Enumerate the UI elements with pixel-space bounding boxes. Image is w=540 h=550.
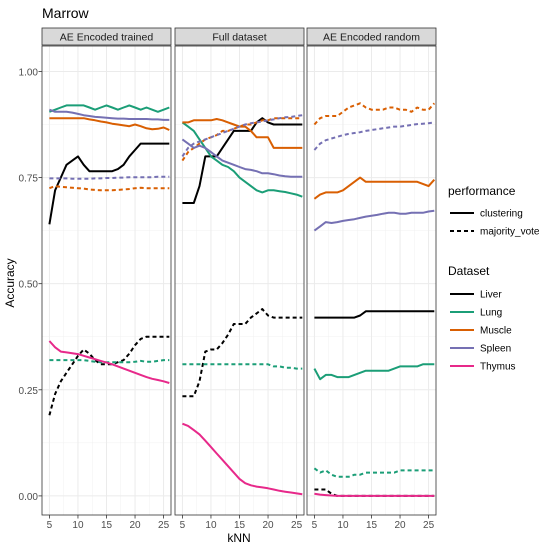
y-axis-label: Accuracy xyxy=(3,258,17,307)
x-tick-label: 15 xyxy=(366,520,378,531)
facet-panel: AE Encoded random 5 10 15 20 25 xyxy=(306,27,437,531)
facet-strip-label: AE Encoded random xyxy=(323,32,420,44)
x-tick-label: 25 xyxy=(158,520,170,531)
series-line-lung-clustering xyxy=(181,121,303,198)
x-tick-label: 20 xyxy=(394,520,406,531)
series-line-liver-majority-vote xyxy=(182,308,303,398)
x-tick-label: 10 xyxy=(337,520,349,531)
legend-label: Muscle xyxy=(480,326,512,337)
y-tick-label: 1.00 xyxy=(19,67,39,78)
x-tick-label: 25 xyxy=(423,520,435,531)
facet-panel: Full dataset 5 10 15 20 25 xyxy=(174,27,305,531)
x-tick-label: 15 xyxy=(234,520,246,531)
legend-title-dataset: Dataset xyxy=(448,264,490,278)
x-tick-label: 5 xyxy=(47,520,53,531)
facet-strip-label: Full dataset xyxy=(212,32,266,44)
facet-strip-label: AE Encoded trained xyxy=(60,32,154,44)
series-line-liver-clustering xyxy=(182,117,303,204)
series-line-liver-clustering xyxy=(314,310,435,319)
chart-title: Marrow xyxy=(42,5,90,21)
series-line-muscle-majority-vote xyxy=(313,102,436,126)
legend-label: Lung xyxy=(480,308,502,319)
series-line-muscle-clustering xyxy=(49,117,170,131)
facet-strip xyxy=(306,27,437,46)
y-tick-label: 0.75 xyxy=(19,174,39,185)
legend-label: Liver xyxy=(480,290,502,301)
legend-label: Thymus xyxy=(480,362,516,373)
series-line-muscle-majority-vote xyxy=(181,117,303,162)
x-tick-label: 5 xyxy=(180,520,186,531)
legend-label: clustering xyxy=(480,209,523,220)
x-tick-label: 15 xyxy=(101,520,113,531)
facet-strip xyxy=(41,27,172,46)
series-line-liver-clustering xyxy=(48,142,170,225)
series-line-muscle-clustering xyxy=(313,176,436,200)
series-line-lung-majority-vote xyxy=(49,359,170,364)
x-tick-label: 20 xyxy=(129,520,141,531)
series-line-lung-majority-vote xyxy=(182,363,303,370)
x-tick-label: 25 xyxy=(291,520,303,531)
y-tick-label: 0.50 xyxy=(19,280,39,291)
series-line-thymus-clustering xyxy=(48,340,170,384)
legend-label: Spleen xyxy=(480,344,511,355)
series-line-spleen-clustering xyxy=(181,138,303,178)
series-line-spleen-clustering xyxy=(313,209,435,232)
series-line-lung-majority-vote xyxy=(313,467,435,478)
x-tick-label: 20 xyxy=(262,520,274,531)
series-line-lung-clustering xyxy=(49,104,170,113)
series-line-spleen-majority-vote xyxy=(313,121,435,151)
facet-strip xyxy=(174,27,305,46)
y-tick-label: 0.00 xyxy=(19,492,39,503)
legend-label: majority_vote xyxy=(480,227,540,238)
series-line-lung-clustering xyxy=(313,363,435,381)
legend-title-performance: performance xyxy=(448,184,516,198)
series-line-spleen-clustering xyxy=(49,108,170,121)
series-line-thymus-clustering xyxy=(182,422,303,496)
x-tick-label: 10 xyxy=(72,520,84,531)
facet-panel: AE Encoded trained 5 10 15 20 25 xyxy=(41,27,172,531)
facet-panels: 0.00 0.25 0.50 0.75 1.00 AE Encoded trained 5 1… xyxy=(19,27,437,531)
x-tick-label: 5 xyxy=(312,520,318,531)
x-tick-label: 10 xyxy=(205,520,217,531)
x-axis-label: kNN xyxy=(227,531,250,545)
legend: performance clustering majority_vote Datase… xyxy=(448,184,540,373)
series-line-spleen-majority-vote xyxy=(49,175,170,180)
series-line-muscle-majority-vote xyxy=(49,185,170,192)
series-line-thymus-clustering xyxy=(314,492,435,497)
y-tick-label: 0.25 xyxy=(19,386,39,397)
